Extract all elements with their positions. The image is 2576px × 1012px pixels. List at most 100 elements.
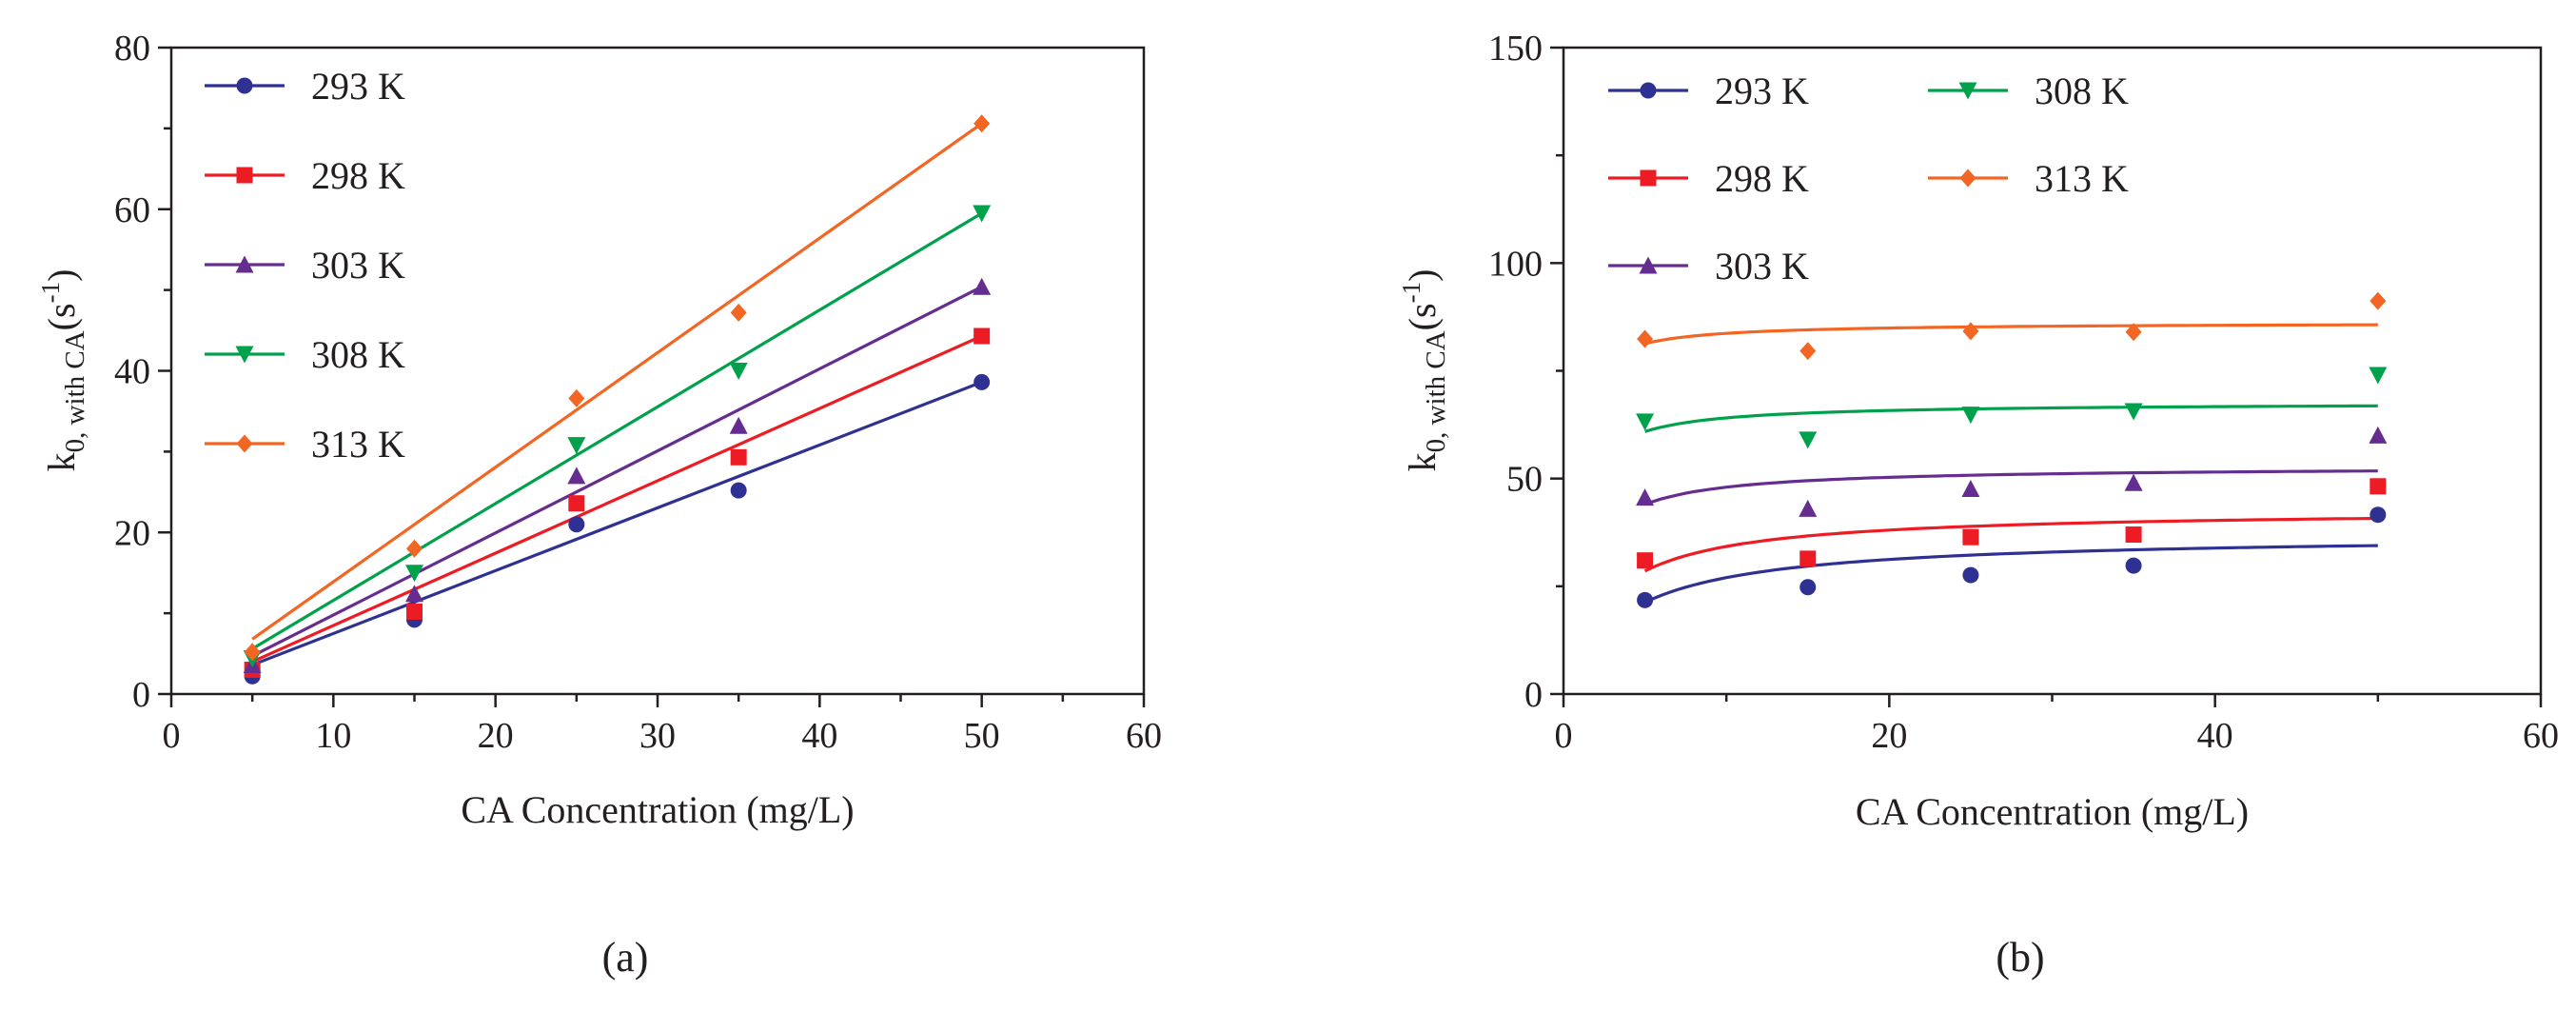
legend-label: 313 K: [311, 423, 405, 466]
legend-marker: [1958, 82, 1977, 100]
legend-item: 303 K: [1608, 245, 1809, 288]
legend-label: 298 K: [311, 154, 405, 197]
data-point: [730, 303, 747, 322]
panel-label-b: (b): [1996, 934, 2044, 981]
y-tick-label: 50: [1506, 460, 1543, 500]
legend-label: 303 K: [311, 244, 405, 287]
fit-curve-298-K: [1643, 516, 2378, 573]
y-tick-label: 0: [132, 675, 150, 715]
y-tick-label: 40: [114, 352, 150, 392]
data-point: [973, 373, 991, 390]
legend-marker: [1639, 256, 1658, 274]
data-point: [973, 205, 992, 223]
legend-item: 308 K: [205, 333, 405, 376]
data-point: [567, 437, 586, 455]
x-tick-label: 20: [1871, 716, 1907, 756]
legend-item: 303 K: [205, 244, 405, 287]
data-point: [973, 277, 992, 295]
data-point: [1637, 591, 1654, 608]
legend-marker: [1640, 169, 1657, 187]
data-point: [730, 482, 747, 499]
data-point: [1799, 431, 1818, 449]
data-point: [730, 448, 747, 466]
legend-marker: [235, 346, 254, 364]
x-tick-label: 60: [2523, 716, 2559, 756]
y-axis-title: k0, with CA(s-1): [1397, 269, 1451, 472]
x-tick-label: 10: [315, 716, 351, 756]
data-point: [729, 416, 748, 434]
legend-label: 308 K: [311, 333, 405, 376]
legend-label: 303 K: [1715, 245, 1809, 288]
data-point: [1799, 342, 1817, 361]
data-point: [1636, 413, 1655, 431]
data-point: [244, 643, 261, 662]
x-tick-label: 40: [801, 716, 837, 756]
y-tick-label: 60: [114, 190, 150, 230]
y-tick-label: 20: [114, 513, 150, 553]
legend-label: 298 K: [1715, 157, 1809, 200]
data-point: [406, 603, 423, 620]
plot-frame: [1562, 46, 2543, 696]
data-point: [1637, 329, 1654, 348]
data-point: [2124, 473, 2143, 491]
legend-marker: [1959, 169, 1976, 188]
data-point: [2125, 323, 2142, 342]
data-point: [1799, 550, 1817, 567]
y-tick-label: 100: [1488, 244, 1543, 284]
x-tick-label: 0: [1555, 716, 1573, 756]
legend-item: 293 K: [1608, 69, 1809, 112]
x-axis-title: CA Concentration (mg/L): [461, 788, 854, 831]
data-point: [1799, 579, 1817, 596]
x-tick-label: 0: [163, 716, 181, 756]
data-point: [2370, 506, 2387, 524]
legend-label: 293 K: [311, 65, 405, 108]
panel-label-a: (a): [602, 934, 649, 981]
chart-panel-a: 0 10 20 30 40 50 60 0 20 40 60 80 CA Concentration (…: [36, 29, 1162, 831]
x-tick-label: 60: [1126, 716, 1162, 756]
x-tick-label: 40: [2197, 716, 2233, 756]
legend-marker: [235, 255, 254, 273]
fit-curve-293-K: [1643, 544, 2378, 605]
chart-panel-b: 0 20 40 60 0 50 100 150 CA Concentration (mg/L) k…: [1397, 29, 2559, 833]
legend-item: 313 K: [205, 423, 405, 466]
x-tick-label: 30: [639, 716, 676, 756]
data-point: [406, 539, 423, 558]
y-tick-label: 80: [114, 29, 150, 69]
legend-marker: [1640, 82, 1657, 99]
y-axis-title: k0, with CA(s-1): [36, 269, 90, 472]
fit-curve-303-K: [1644, 469, 2378, 506]
legend-marker: [236, 434, 253, 453]
data-point: [2125, 526, 2142, 544]
legend-marker: [236, 167, 253, 184]
data-point: [2370, 291, 2387, 310]
fit-line-303-K: [251, 285, 983, 658]
data-point: [568, 495, 585, 512]
data-point: [2369, 426, 2388, 444]
data-point: [1962, 322, 1979, 341]
legend-label: 308 K: [2035, 69, 2129, 112]
legend-label: 293 K: [1715, 69, 1809, 112]
x-tick-label: 20: [478, 716, 514, 756]
y-tick-label: 0: [1524, 675, 1543, 715]
fit-line-313-K: [251, 122, 983, 641]
legend-item: 313 K: [1928, 157, 2129, 200]
legend-marker: [236, 77, 253, 94]
data-point: [405, 585, 423, 603]
data-point: [2124, 403, 2143, 421]
data-point: [2370, 478, 2387, 495]
fit-line-308-K: [251, 211, 983, 650]
data-point: [567, 466, 586, 485]
legend-item: 308 K: [1928, 69, 2129, 112]
data-point: [2369, 367, 2388, 385]
x-axis-title: CA Concentration (mg/L): [1856, 790, 2249, 833]
data-point: [973, 114, 991, 133]
data-point: [729, 363, 748, 380]
legend-item: 298 K: [1608, 157, 1809, 200]
data-point: [973, 327, 991, 345]
fit-line-298-K: [251, 334, 983, 664]
legend-item: 298 K: [205, 154, 405, 197]
x-tick-label: 50: [964, 716, 1000, 756]
data-point: [568, 516, 585, 533]
data-point: [1962, 566, 1979, 584]
